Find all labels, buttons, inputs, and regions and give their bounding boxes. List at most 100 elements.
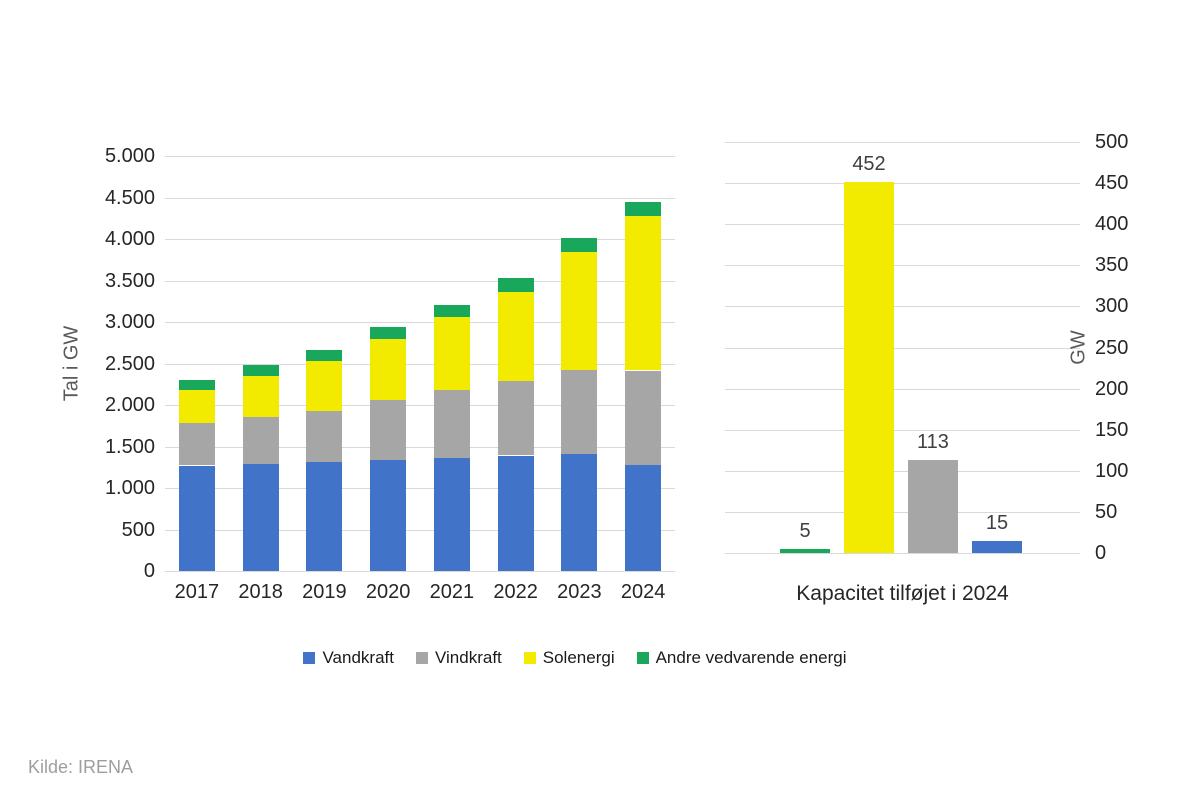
y-tick-label: 500	[1095, 131, 1129, 153]
bar-segment-andre	[561, 238, 598, 252]
bar-segment-andre	[178, 379, 215, 390]
legend-label: Solenergi	[542, 648, 615, 667]
x-category-label: 2018	[238, 581, 283, 603]
gridline	[165, 488, 675, 489]
gridline	[165, 571, 675, 572]
y-tick-label: 5.000	[104, 145, 155, 167]
y-tick-label: 2.500	[104, 352, 155, 375]
bar-segment-andre	[433, 304, 470, 318]
bar-andre	[780, 548, 830, 553]
bar-segment-vindkraft	[433, 389, 470, 459]
bar-segment-andre	[370, 327, 407, 340]
bar-vindkraft	[908, 460, 958, 553]
gridline	[725, 347, 1080, 349]
x-category-label: 2020	[365, 581, 411, 603]
gridline	[725, 142, 1080, 143]
gridline	[165, 280, 675, 282]
data-label: 452	[852, 152, 886, 175]
bar-segment-solenergi	[433, 317, 470, 390]
gridline	[165, 156, 675, 157]
bar-segment-vindkraft	[625, 370, 662, 465]
legend-label: Andre vedvarende energi	[655, 648, 847, 667]
y-tick-label: 300	[1095, 295, 1129, 318]
bar-segment-andre	[625, 201, 662, 216]
gridline	[165, 239, 675, 240]
y-tick-label: 100	[1095, 459, 1129, 482]
gridline	[725, 511, 1080, 513]
bar-segment-vindkraft	[370, 399, 407, 461]
legend: Vandkraft Vindkraft Solenergi Andre vedvare…	[0, 648, 1150, 668]
y-tick-label: 4.000	[104, 228, 155, 250]
y-tick-label: 200	[1095, 377, 1129, 400]
data-label: 5	[799, 519, 811, 542]
y-tick-label: 0	[1095, 542, 1107, 564]
bar-segment-solenergi	[625, 215, 662, 371]
bar-segment-andre	[242, 365, 279, 376]
legend-item: Solenergi	[523, 648, 615, 668]
gridline	[165, 405, 675, 406]
bar-segment-vandkraft	[433, 458, 470, 571]
legend-item: Vandkraft	[303, 648, 394, 668]
bar-segment-andre	[497, 278, 534, 292]
bar-segment-vindkraft	[497, 380, 534, 456]
x-category-label: 2023	[557, 581, 602, 603]
legend-label: Vindkraft	[434, 648, 502, 667]
gridline	[725, 470, 1080, 472]
bar-segment-solenergi	[497, 291, 534, 381]
bar-segment-vindkraft	[306, 410, 343, 463]
y-tick-label: 150	[1095, 418, 1129, 441]
y-tick-label: 50	[1095, 500, 1118, 523]
bar-segment-andre	[306, 349, 343, 362]
bar-segment-solenergi	[561, 252, 598, 370]
y-tick-label: 3.500	[104, 269, 155, 292]
legend-item: Vindkraft	[415, 648, 502, 668]
x-category-label: 2021	[429, 581, 475, 603]
bar-segment-solenergi	[370, 339, 407, 400]
gridline	[725, 306, 1080, 308]
gridline	[725, 388, 1080, 390]
gridline	[165, 322, 675, 323]
gridline	[725, 265, 1080, 267]
bar-segment-solenergi	[306, 361, 343, 411]
left-y-axis-title: Tal i GW	[60, 325, 83, 402]
y-tick-label: 400	[1095, 213, 1129, 236]
y-tick-label: 0	[143, 560, 155, 582]
right-y-axis-title: GW	[1067, 330, 1090, 365]
y-tick-label: 3.000	[104, 311, 155, 333]
gridline	[725, 183, 1080, 185]
bar-segment-vandkraft	[370, 460, 407, 571]
gridline	[165, 529, 675, 531]
y-tick-label: 1.500	[104, 435, 155, 458]
right-chart-title: Kapacitet tilføjet i 2024	[796, 582, 1009, 605]
x-category-label: 2022	[493, 581, 538, 603]
gridline	[725, 429, 1080, 431]
data-label: 15	[985, 511, 1009, 534]
y-tick-label: 250	[1095, 336, 1129, 359]
x-category-label: 2024	[620, 581, 666, 603]
gridline	[725, 553, 1080, 554]
bar-segment-vandkraft	[625, 464, 662, 571]
legend-swatch	[303, 652, 316, 664]
bar-segment-vindkraft	[242, 416, 279, 464]
bar-segment-vandkraft	[306, 462, 343, 571]
bar-segment-vandkraft	[242, 463, 279, 571]
bar-segment-solenergi	[178, 390, 215, 423]
gridline	[165, 363, 675, 365]
bar-solenergi	[844, 181, 894, 553]
legend-swatch	[415, 652, 428, 664]
y-tick-label: 2.000	[104, 394, 155, 416]
data-label: 113	[917, 431, 949, 454]
legend-label: Vandkraft	[322, 648, 394, 667]
legend-swatch	[636, 652, 649, 664]
bar-segment-vandkraft	[561, 454, 598, 571]
bar-segment-vandkraft	[178, 465, 215, 571]
bar-vandkraft	[972, 540, 1022, 553]
y-tick-label: 4.500	[104, 186, 155, 209]
gridline	[165, 197, 675, 199]
y-tick-label: 450	[1095, 172, 1129, 195]
legend-item: Andre vedvarende energi	[636, 648, 847, 668]
y-tick-label: 350	[1095, 254, 1129, 277]
y-tick-label: 500	[121, 518, 155, 541]
legend-swatch	[523, 652, 536, 664]
bar-segment-vandkraft	[497, 455, 534, 571]
